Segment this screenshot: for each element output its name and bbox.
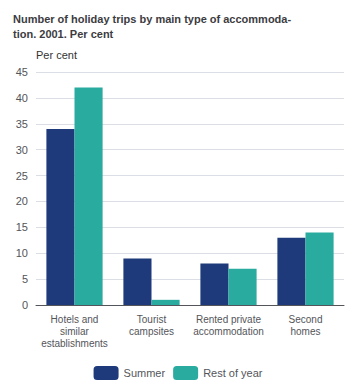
svg-text:Second: Second (289, 314, 323, 325)
svg-text:30: 30 (16, 144, 28, 156)
svg-text:Tourist: Tourist (137, 314, 167, 325)
svg-text:Rented private: Rented private (196, 314, 261, 325)
svg-text:Per cent: Per cent (36, 49, 77, 61)
svg-text:5: 5 (22, 273, 28, 285)
svg-text:accommodation: accommodation (193, 326, 264, 337)
svg-text:35: 35 (16, 118, 28, 130)
svg-text:40: 40 (16, 92, 28, 104)
svg-text:0: 0 (22, 299, 28, 311)
svg-text:campsites: campsites (129, 326, 174, 337)
svg-text:tion. 2001. Per cent: tion. 2001. Per cent (13, 28, 114, 40)
svg-text:Number of holiday trips by mai: Number of holiday trips by main type of … (13, 13, 291, 25)
svg-text:Hotels and: Hotels and (51, 314, 99, 325)
svg-text:Rest of year: Rest of year (203, 367, 263, 379)
svg-text:similar: similar (60, 326, 90, 337)
svg-text:10: 10 (16, 247, 28, 259)
svg-text:45: 45 (16, 66, 28, 78)
svg-text:homes: homes (290, 326, 320, 337)
svg-text:15: 15 (16, 221, 28, 233)
svg-text:25: 25 (16, 170, 28, 182)
svg-text:Summer: Summer (124, 367, 166, 379)
svg-text:establishments: establishments (41, 338, 108, 349)
svg-text:20: 20 (16, 195, 28, 207)
